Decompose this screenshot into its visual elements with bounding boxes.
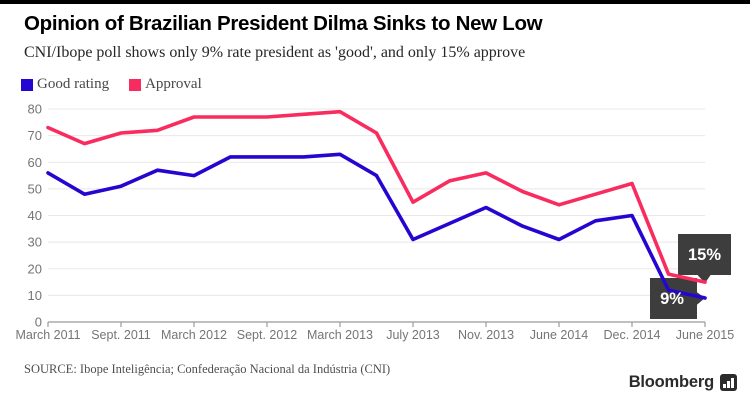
source-text: SOURCE: Ibope Inteligência; Confederação… xyxy=(24,362,391,376)
bloomberg-brand: Bloomberg xyxy=(629,373,737,392)
x-axis-label: July 2013 xyxy=(386,328,440,342)
y-axis-label: 60 xyxy=(28,155,42,170)
approval-label: Approval xyxy=(145,76,202,92)
approval-line xyxy=(46,109,707,284)
x-axis-label: Sept. 2012 xyxy=(237,328,298,342)
approval-swatch xyxy=(129,78,142,91)
y-axis-label: 80 xyxy=(28,102,42,117)
x-axis-label: June 2015 xyxy=(676,328,734,342)
callout-box xyxy=(650,278,697,319)
y-axis-label: 10 xyxy=(28,288,42,303)
legend-item-approval: Approval xyxy=(129,76,202,93)
callout-label: 15% xyxy=(688,246,721,264)
x-axis-label: Dec. 2014 xyxy=(604,328,661,342)
top-border xyxy=(0,0,750,4)
y-axis-label: 50 xyxy=(28,181,42,196)
x-axis-label: March 2013 xyxy=(307,328,373,342)
legend-item-good-rating: Good rating xyxy=(21,76,109,93)
x-axis-label: Nov. 2013 xyxy=(458,328,514,342)
x-axis-label: March 2011 xyxy=(15,328,80,342)
bloomberg-logo-icon xyxy=(720,374,737,391)
callout-pointer xyxy=(697,274,711,283)
legend: Good rating Approval xyxy=(21,76,202,93)
callout-box xyxy=(678,234,731,275)
y-axis-label: 0 xyxy=(35,315,42,330)
good-rating-label: Good rating xyxy=(37,76,110,92)
x-axis-label: June 2014 xyxy=(530,328,588,342)
bloomberg-logo-text: Bloomberg xyxy=(628,373,714,391)
y-axis-label: 30 xyxy=(28,235,42,250)
line-chart: March 2011 Sept. 2011 March 2012 Sept. 2012… xyxy=(15,102,734,343)
good-rating-line xyxy=(46,152,707,300)
x-axis-label: Sept. 2011 xyxy=(91,328,151,342)
callout-label: 9% xyxy=(660,290,684,308)
good-rating-swatch xyxy=(21,78,33,91)
y-axis-label: 40 xyxy=(28,208,42,223)
y-axis-label: 20 xyxy=(28,261,42,276)
x-axis-label: March 2012 xyxy=(161,328,227,342)
chart-title: Opinion of Brazilian President Dilma Sin… xyxy=(24,12,543,35)
chart-subtitle: CNI/Ibope poll shows only 9% rate presid… xyxy=(24,44,526,61)
y-axis-label: 70 xyxy=(28,128,42,143)
